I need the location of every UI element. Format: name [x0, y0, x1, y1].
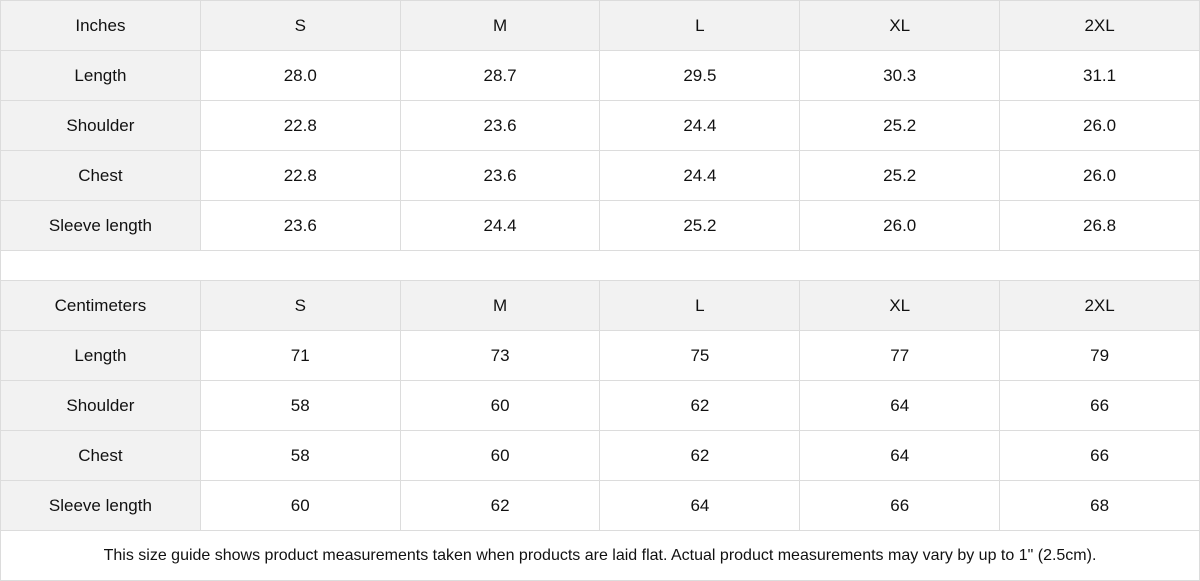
- size-header: L: [599, 280, 801, 331]
- measurement-label: Chest: [0, 430, 201, 481]
- measurement-value: 62: [399, 480, 601, 531]
- measurement-value: 66: [999, 430, 1200, 481]
- measurement-value: 73: [399, 330, 601, 381]
- measurement-label: Length: [0, 50, 201, 101]
- size-guide-note: This size guide shows product measuremen…: [0, 530, 1200, 581]
- measurement-value: 25.2: [799, 100, 1001, 151]
- measurement-value: 58: [199, 430, 401, 481]
- measurement-label: Sleeve length: [0, 480, 201, 531]
- measurement-value: 60: [399, 380, 601, 431]
- measurement-value: 68: [999, 480, 1200, 531]
- measurement-value: 79: [999, 330, 1200, 381]
- spacer-row: [0, 250, 1200, 281]
- measurement-value: 26.8: [999, 200, 1200, 251]
- measurement-value: 26.0: [999, 100, 1200, 151]
- unit-header: Centimeters: [0, 280, 201, 331]
- measurement-value: 24.4: [599, 100, 801, 151]
- table-row: Shoulder 58 60 62 64 66: [0, 380, 1200, 431]
- table-row: Sleeve length 60 62 64 66 68: [0, 480, 1200, 531]
- measurement-value: 28.0: [199, 50, 401, 101]
- measurement-value: 75: [599, 330, 801, 381]
- table-row: Length 71 73 75 77 79: [0, 330, 1200, 381]
- centimeters-header-row: Centimeters S M L XL 2XL: [0, 280, 1200, 331]
- size-header: S: [199, 0, 401, 51]
- size-header: S: [199, 280, 401, 331]
- measurement-value: 71: [199, 330, 401, 381]
- measurement-value: 24.4: [599, 150, 801, 201]
- table-row: Chest 22.8 23.6 24.4 25.2 26.0: [0, 150, 1200, 201]
- measurement-value: 62: [599, 430, 801, 481]
- measurement-value: 26.0: [799, 200, 1001, 251]
- table-row: Shoulder 22.8 23.6 24.4 25.2 26.0: [0, 100, 1200, 151]
- size-header: L: [599, 0, 801, 51]
- measurement-value: 23.6: [399, 100, 601, 151]
- measurement-value: 22.8: [199, 150, 401, 201]
- size-header: M: [399, 0, 601, 51]
- table-row: Sleeve length 23.6 24.4 25.2 26.0 26.8: [0, 200, 1200, 251]
- measurement-label: Length: [0, 330, 201, 381]
- measurement-value: 29.5: [599, 50, 801, 101]
- unit-header: Inches: [0, 0, 201, 51]
- measurement-label: Shoulder: [0, 100, 201, 151]
- measurement-value: 28.7: [399, 50, 601, 101]
- note-row: This size guide shows product measuremen…: [0, 530, 1200, 581]
- measurement-value: 30.3: [799, 50, 1001, 101]
- inches-header-row: Inches S M L XL 2XL: [0, 0, 1200, 51]
- measurement-value: 64: [799, 430, 1001, 481]
- table-row: Chest 58 60 62 64 66: [0, 430, 1200, 481]
- spacer-cell: [0, 250, 1200, 281]
- measurement-value: 23.6: [399, 150, 601, 201]
- size-header: XL: [799, 0, 1001, 51]
- size-header: XL: [799, 280, 1001, 331]
- measurement-value: 66: [799, 480, 1001, 531]
- measurement-label: Shoulder: [0, 380, 201, 431]
- size-header: 2XL: [999, 280, 1200, 331]
- measurement-value: 77: [799, 330, 1001, 381]
- measurement-value: 58: [199, 380, 401, 431]
- size-header: M: [399, 280, 601, 331]
- measurement-value: 25.2: [799, 150, 1001, 201]
- measurement-label: Sleeve length: [0, 200, 201, 251]
- measurement-value: 26.0: [999, 150, 1200, 201]
- measurement-value: 66: [999, 380, 1200, 431]
- measurement-value: 24.4: [399, 200, 601, 251]
- measurement-value: 25.2: [599, 200, 801, 251]
- size-header: 2XL: [999, 0, 1200, 51]
- measurement-value: 22.8: [199, 100, 401, 151]
- measurement-value: 60: [399, 430, 601, 481]
- table-row: Length 28.0 28.7 29.5 30.3 31.1: [0, 50, 1200, 101]
- measurement-value: 62: [599, 380, 801, 431]
- measurement-value: 23.6: [199, 200, 401, 251]
- measurement-label: Chest: [0, 150, 201, 201]
- measurement-value: 64: [599, 480, 801, 531]
- measurement-value: 60: [199, 480, 401, 531]
- measurement-value: 64: [799, 380, 1001, 431]
- measurement-value: 31.1: [999, 50, 1200, 101]
